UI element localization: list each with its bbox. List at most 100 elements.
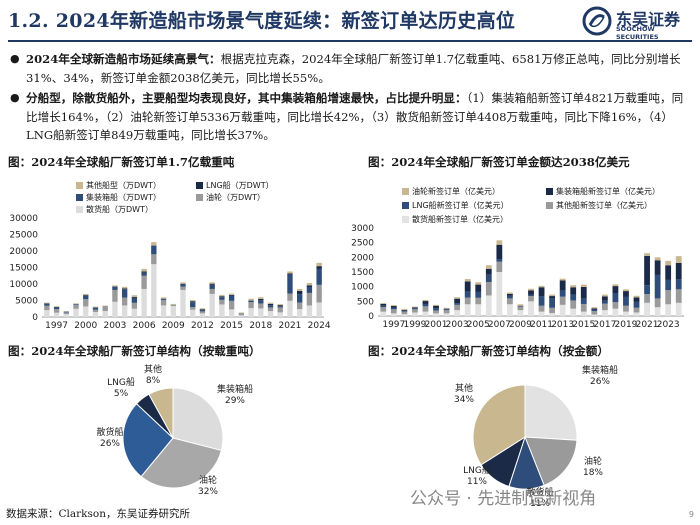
pie-slice-label: 油轮 <box>199 474 217 486</box>
legend-item-lng: LNG船（万DWT） <box>196 180 274 191</box>
bar-segment <box>496 259 503 262</box>
bar-segment <box>287 274 293 294</box>
bar-segment <box>53 312 60 317</box>
bar-segment <box>316 284 322 303</box>
bar-segment <box>464 291 471 298</box>
bar-segment <box>238 315 245 317</box>
bar-segment <box>190 309 196 317</box>
y-tick-label: 0 <box>368 312 374 322</box>
x-tick-label: 2007 <box>488 320 511 330</box>
data-source: 数据来源：Clarkson，东吴证券研究所 <box>6 508 191 520</box>
bar-segment <box>219 304 225 317</box>
figure-2-title: 图：2024年全球船厂新签订单金额达2038亿美元 <box>368 155 630 169</box>
bar-segment <box>623 289 629 292</box>
x-tick-label: 2006 <box>133 321 156 331</box>
bar-segment <box>151 245 157 255</box>
x-tick-label: 2012 <box>191 321 214 331</box>
bar-segment <box>485 295 492 316</box>
pie-slice-label: 散货船 <box>96 426 123 438</box>
bar-segment <box>121 288 128 290</box>
bar-segment <box>528 288 534 291</box>
bar-segment <box>73 303 79 304</box>
pie-slice <box>472 384 526 466</box>
bar-segment <box>258 308 264 317</box>
bar-segment <box>160 300 167 306</box>
bar-segment <box>316 266 322 269</box>
bar-segment <box>528 296 534 302</box>
legend-swatch <box>402 216 409 223</box>
pie-slice-value: 5% <box>114 389 129 399</box>
page-number: 9 <box>688 510 694 519</box>
bar-segment <box>443 308 450 310</box>
bar-segment <box>297 288 303 291</box>
bar-segment <box>306 292 313 306</box>
legend-item-other: 其他船型（万DWT） <box>76 180 161 191</box>
bar-segment <box>44 303 50 306</box>
bar-segment <box>496 240 503 245</box>
bar-segment <box>549 296 556 299</box>
bar-segment <box>141 275 147 289</box>
legend-item-bulk: 散货船新签订单（亿美元） <box>402 214 508 225</box>
x-tick-label: 1997 <box>382 320 405 330</box>
pie-slice-label: 油轮 <box>584 455 602 467</box>
bar-segment <box>199 310 206 312</box>
legend-swatch <box>76 194 83 201</box>
x-tick-label: 2015 <box>572 320 595 330</box>
bar-segment <box>422 301 429 304</box>
bar-segment <box>73 304 79 309</box>
y-tick-label: 30000 <box>9 214 38 224</box>
bar-segment <box>454 310 461 316</box>
bar-segment <box>267 302 274 304</box>
bar-segment <box>287 293 293 301</box>
pie-slice-value: 26% <box>100 439 120 449</box>
x-tick-label: 2003 <box>446 320 469 330</box>
pie-slice-value: 18% <box>583 468 603 478</box>
y-tick-label: 15000 <box>9 264 38 274</box>
bar-segment <box>277 304 283 306</box>
bar-segment <box>199 311 206 314</box>
bar-segment <box>538 305 545 312</box>
bar-segment <box>517 310 524 316</box>
bar-segment <box>190 301 196 303</box>
bar-segment <box>475 297 482 305</box>
bar-segment <box>151 254 157 265</box>
bar-segment <box>180 289 186 317</box>
bar-segment <box>151 264 157 317</box>
bar-segment <box>591 308 598 310</box>
bar-segment <box>160 305 167 317</box>
bar-segment <box>112 286 118 290</box>
bar-segment <box>654 298 661 308</box>
bar-segment <box>83 299 89 307</box>
bar-segment <box>654 260 661 275</box>
brand-logo: 东吴证券 SOOCHOW SECURITIES <box>582 6 692 41</box>
pie-slice-label: 散货船 <box>526 486 553 498</box>
legend-item-bulk: 散货船（万DWT） <box>76 204 153 215</box>
bar-segment <box>601 300 608 304</box>
bar-segment <box>297 309 303 317</box>
bar-segment <box>538 296 545 306</box>
legend-label: 其他船型（万DWT） <box>86 181 161 190</box>
legend-label: 油轮（万DWT） <box>206 193 265 202</box>
bar-segment <box>422 306 429 312</box>
legend-item-tanker: 油轮（万DWT） <box>196 192 265 203</box>
bar-segment <box>238 312 245 314</box>
bar-segment <box>267 303 274 306</box>
legend-label: LNG船新签订单（亿美元） <box>412 201 509 210</box>
bar-segment <box>591 309 598 312</box>
bar-segment <box>258 298 264 301</box>
bar-segment <box>506 298 513 305</box>
pie-slice-label: 集装箱船 <box>582 364 618 376</box>
bar-segment <box>380 303 387 306</box>
bar-segment <box>297 290 303 295</box>
x-tick-label: 2015 <box>220 321 243 331</box>
x-tick-label: 2021 <box>279 321 302 331</box>
legend-label: 集装箱船（万DWT） <box>86 193 161 202</box>
bar-segment <box>675 279 682 290</box>
bar-segment <box>401 314 408 316</box>
bar-segment <box>506 304 513 316</box>
bar-segment <box>475 282 482 285</box>
bar-segment <box>380 311 387 316</box>
bar-segment <box>454 298 461 304</box>
y-tick-label: 1500 <box>351 268 374 278</box>
bar-segment <box>665 265 672 280</box>
